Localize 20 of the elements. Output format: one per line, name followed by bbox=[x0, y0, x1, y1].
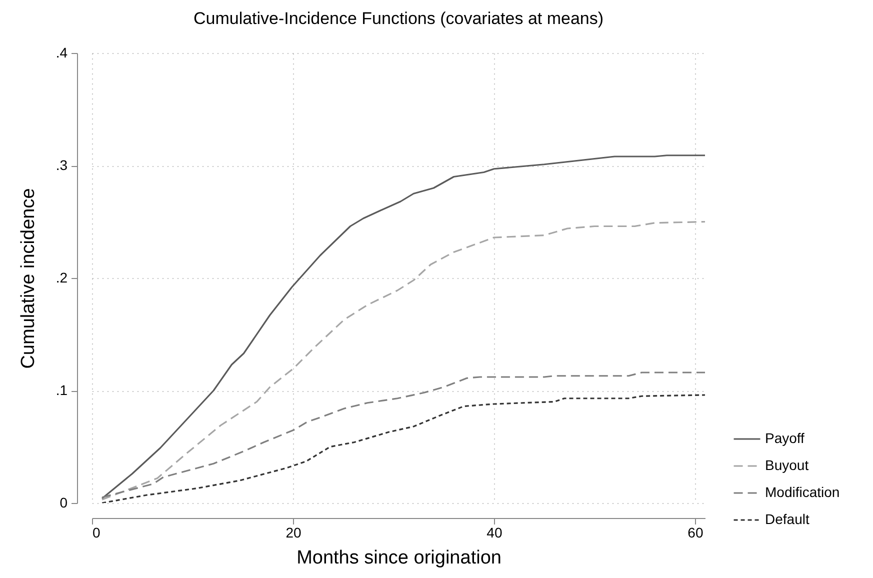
x-tick-label: 20 bbox=[286, 524, 302, 540]
y-tick-label: .1 bbox=[56, 382, 68, 398]
y-tick-label: .4 bbox=[56, 44, 68, 60]
x-tick-label: 0 bbox=[92, 524, 100, 540]
x-tick-label: 40 bbox=[486, 524, 502, 540]
x-tick-label: 60 bbox=[688, 524, 704, 540]
y-axis-title: Cumulative incidence bbox=[18, 188, 39, 369]
line-series bbox=[101, 394, 705, 503]
legend-label: Payoff bbox=[765, 430, 805, 446]
line-series bbox=[101, 154, 705, 500]
legend-label: Default bbox=[765, 511, 810, 527]
legend-label: Buyout bbox=[765, 457, 809, 473]
legend-label: Modification bbox=[765, 484, 840, 500]
y-tick-label: .2 bbox=[56, 270, 68, 286]
line-series bbox=[101, 220, 705, 500]
chart-title: Cumulative-Incidence Functions (covariates at means) bbox=[193, 9, 604, 28]
x-axis-title: Months since origination bbox=[296, 548, 502, 568]
line-series bbox=[101, 372, 705, 498]
y-tick-label: 0 bbox=[60, 494, 68, 510]
y-tick-label: .3 bbox=[56, 157, 68, 173]
